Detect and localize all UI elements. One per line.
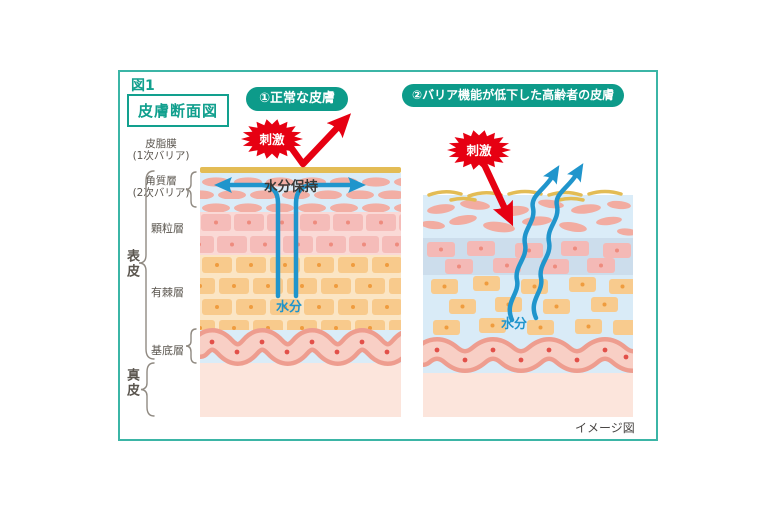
label-braces xyxy=(138,170,197,417)
label-epidermis: 表皮 xyxy=(124,249,139,279)
moisture-retention-label: 水分保持 xyxy=(264,179,318,195)
granular-bricks-normal xyxy=(200,212,401,255)
dermis-brace xyxy=(140,362,155,417)
diagram-title: 皮膚断面図 xyxy=(127,94,230,127)
basal-layer-normal xyxy=(200,328,401,366)
epidermis-brace xyxy=(138,170,155,360)
image-note: イメージ図 xyxy=(575,421,635,435)
label-dermis: 真皮 xyxy=(124,368,139,398)
label-stratum-corneum-main: 角質層 xyxy=(145,175,177,187)
aged-skin-panel xyxy=(423,189,633,417)
moisture-label-aged: 水分 xyxy=(501,317,528,332)
label-sebum-film-main: 皮脂膜 xyxy=(145,138,177,150)
basal-layer-aged xyxy=(423,337,633,373)
spinous-bricks-normal xyxy=(200,255,401,330)
label-stratum-corneum-sub: (2次バリア) xyxy=(132,186,190,199)
basal-bracket xyxy=(185,328,197,364)
label-sebum-film-sub: (1次バリア) xyxy=(132,149,190,162)
header-normal-skin: ①正常な皮膚 xyxy=(246,87,349,111)
figure-number: 図1 xyxy=(131,78,155,94)
moisture-label-normal: 水分 xyxy=(276,300,303,315)
label-sebum-film: 皮脂膜 (1次バリア) xyxy=(132,138,190,162)
header-aged-skin: ②バリア機能が低下した高齢者の皮膚 xyxy=(402,84,625,107)
corneum-layer-aged xyxy=(423,195,633,238)
sebum-film-normal xyxy=(200,167,401,173)
label-spinous-layer: 有棘層 xyxy=(151,286,184,299)
corneum-bracket xyxy=(185,171,197,208)
label-granular-layer: 顆粒層 xyxy=(151,222,184,235)
dermis-layer-normal xyxy=(200,363,401,417)
label-stratum-corneum: 角質層 (2次バリア) xyxy=(132,175,190,199)
normal-skin-panel xyxy=(200,167,401,417)
dermis-layer-aged xyxy=(423,373,633,417)
label-basal-layer: 基底層 xyxy=(151,344,184,357)
